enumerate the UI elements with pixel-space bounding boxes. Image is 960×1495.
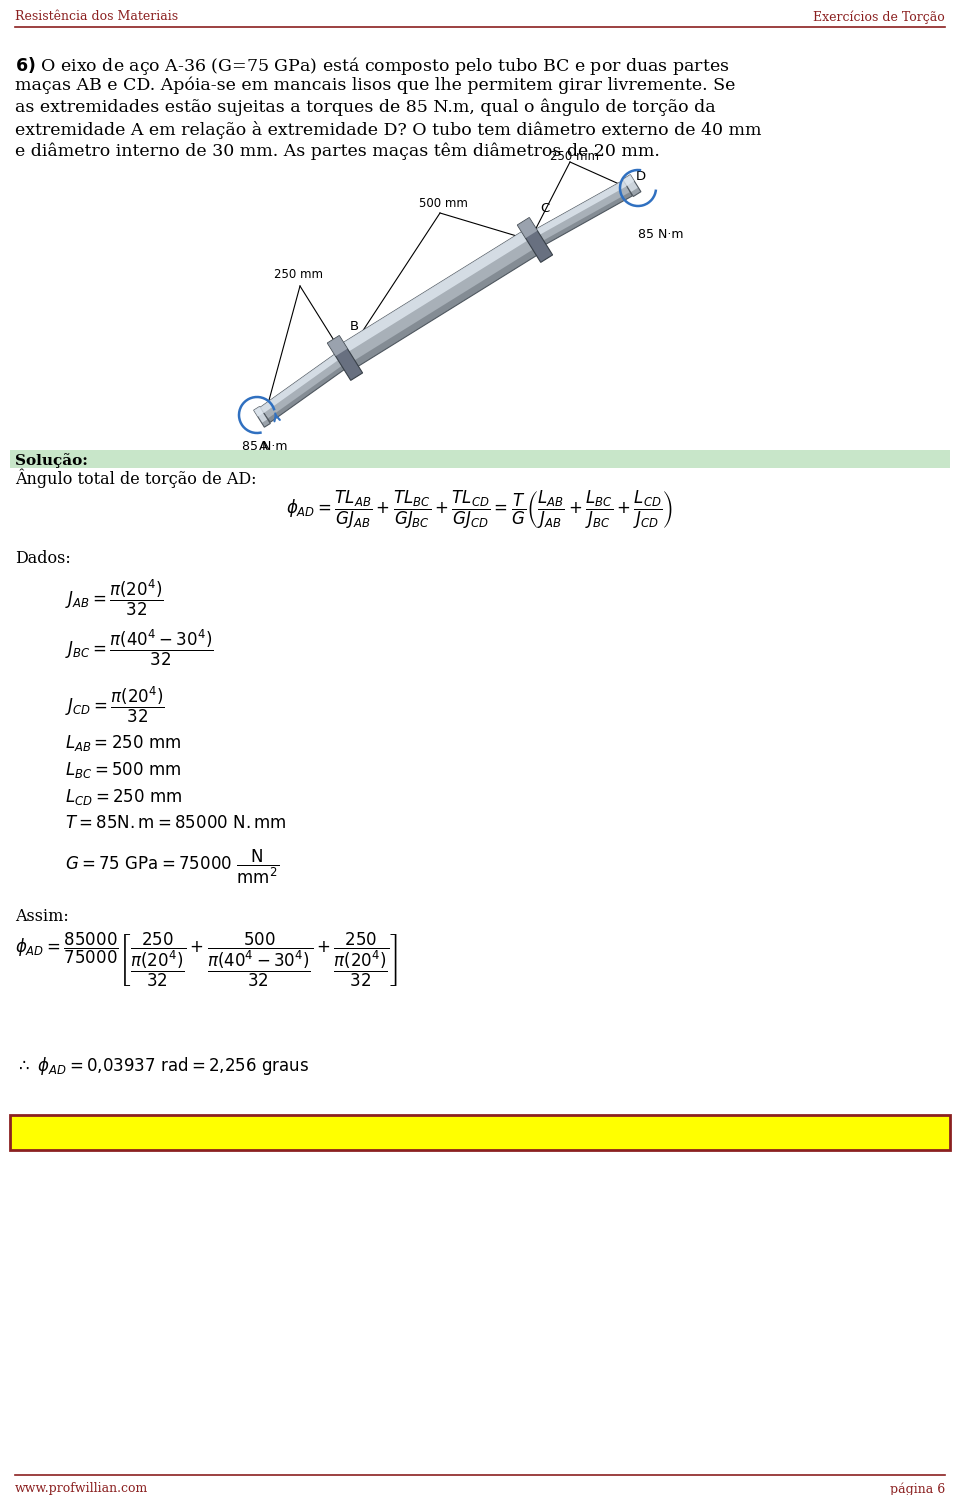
Text: $G = 75\ \mathrm{GPa} = 75000\ \dfrac{\mathrm{N}}{\mathrm{mm}^2}$: $G = 75\ \mathrm{GPa} = 75000\ \dfrac{\m… (65, 848, 279, 887)
Text: página 6: página 6 (890, 1482, 945, 1495)
Text: $\mathbf{6)}$ O eixo de aço A-36 (G=75 GPa) está composto pelo tubo BC e por dua: $\mathbf{6)}$ O eixo de aço A-36 (G=75 G… (15, 55, 730, 78)
Text: Dados:: Dados: (15, 550, 71, 567)
Text: e diâmetro interno de 30 mm. As partes maças têm diâmetros de 20 mm.: e diâmetro interno de 30 mm. As partes m… (15, 144, 660, 160)
Polygon shape (327, 336, 363, 380)
Polygon shape (623, 175, 635, 185)
Text: 500 mm: 500 mm (419, 197, 468, 209)
Polygon shape (260, 351, 344, 413)
Text: $J_{CD} = \dfrac{\pi(20^4)}{32}$: $J_{CD} = \dfrac{\pi(20^4)}{32}$ (65, 685, 165, 725)
Text: Assim:: Assim: (15, 907, 69, 925)
Text: D: D (636, 169, 646, 182)
Text: $L_{AB} = 250\ \mathrm{mm}$: $L_{AB} = 250\ \mathrm{mm}$ (65, 733, 181, 753)
Text: 250 mm: 250 mm (274, 268, 323, 281)
Text: $L_{CD} = 250\ \mathrm{mm}$: $L_{CD} = 250\ \mathrm{mm}$ (65, 786, 182, 807)
Polygon shape (531, 179, 627, 238)
Text: Exercícios de Torção: Exercícios de Torção (813, 10, 945, 24)
Text: Solução:: Solução: (15, 453, 88, 468)
Text: $\phi_{AD} = \dfrac{85000}{75000}\left[\dfrac{250}{\dfrac{\pi(20^4)}{32}} + \dfr: $\phi_{AD} = \dfrac{85000}{75000}\left[\… (15, 931, 398, 990)
Text: O ângulo de torção da extremidade A em relação à extremidade D é de $\mathbf{2{,: O ângulo de torção da extremidade A em r… (110, 1118, 744, 1138)
Polygon shape (338, 229, 533, 354)
Polygon shape (531, 179, 633, 248)
Text: Ângulo total de torção de AD:: Ângulo total de torção de AD: (15, 469, 256, 489)
Text: C: C (540, 202, 549, 215)
Polygon shape (338, 229, 542, 369)
Bar (10, 450, 950, 468)
Text: Resistência dos Materiais: Resistência dos Materiais (15, 10, 179, 22)
Text: 85 N·m: 85 N·m (638, 229, 684, 242)
Text: $L_{BC} = 500\ \mathrm{mm}$: $L_{BC} = 500\ \mathrm{mm}$ (65, 759, 181, 780)
Polygon shape (517, 218, 538, 238)
Text: $\therefore\ \phi_{AD} = 0{,}03937\ \mathrm{rad} = 2{,}256\ \mathrm{graus}$: $\therefore\ \phi_{AD} = 0{,}03937\ \mat… (15, 1055, 309, 1076)
Text: $\phi_{AD} = \dfrac{TL_{AB}}{GJ_{AB}} + \dfrac{TL_{BC}}{GJ_{BC}} + \dfrac{TL_{CD: $\phi_{AD} = \dfrac{TL_{AB}}{GJ_{AB}} + … (286, 489, 674, 531)
Polygon shape (253, 407, 264, 417)
Text: extremidade A em relação à extremidade D? O tubo tem diâmetro externo de 40 mm: extremidade A em relação à extremidade D… (15, 121, 761, 139)
Polygon shape (348, 247, 542, 369)
Text: B: B (350, 320, 359, 333)
Bar (10, 1115, 950, 1150)
Polygon shape (631, 187, 641, 196)
Polygon shape (623, 175, 641, 196)
Text: $J_{AB} = \dfrac{\pi(20^4)}{32}$: $J_{AB} = \dfrac{\pi(20^4)}{32}$ (65, 579, 164, 619)
Text: $J_{BC} = \dfrac{\pi(40^4 - 30^4)}{32}$: $J_{BC} = \dfrac{\pi(40^4 - 30^4)}{32}$ (65, 628, 213, 668)
Polygon shape (268, 362, 350, 422)
Polygon shape (260, 351, 350, 422)
Text: 250 mm: 250 mm (550, 150, 599, 163)
Polygon shape (253, 407, 271, 428)
Polygon shape (327, 336, 348, 356)
Polygon shape (517, 218, 553, 262)
Text: $\mathbf{Resposta:}$: $\mathbf{Resposta:}$ (18, 1118, 110, 1138)
Text: as extremidades estão sujeitas a torques de 85 N.m, qual o ângulo de torção da: as extremidades estão sujeitas a torques… (15, 99, 715, 117)
Text: maças AB e CD. Apóia-se em mancais lisos que lhe permitem girar livremente. Se: maças AB e CD. Apóia-se em mancais lisos… (15, 78, 735, 94)
Polygon shape (538, 191, 633, 248)
Text: www.profwillian.com: www.profwillian.com (15, 1482, 148, 1495)
Text: 85 N·m: 85 N·m (242, 440, 288, 453)
Text: A: A (258, 440, 268, 453)
Text: $T = 85\mathrm{N.m} = 85000\ \mathrm{N.mm}$: $T = 85\mathrm{N.m} = 85000\ \mathrm{N.m… (65, 813, 286, 833)
Polygon shape (262, 419, 271, 428)
